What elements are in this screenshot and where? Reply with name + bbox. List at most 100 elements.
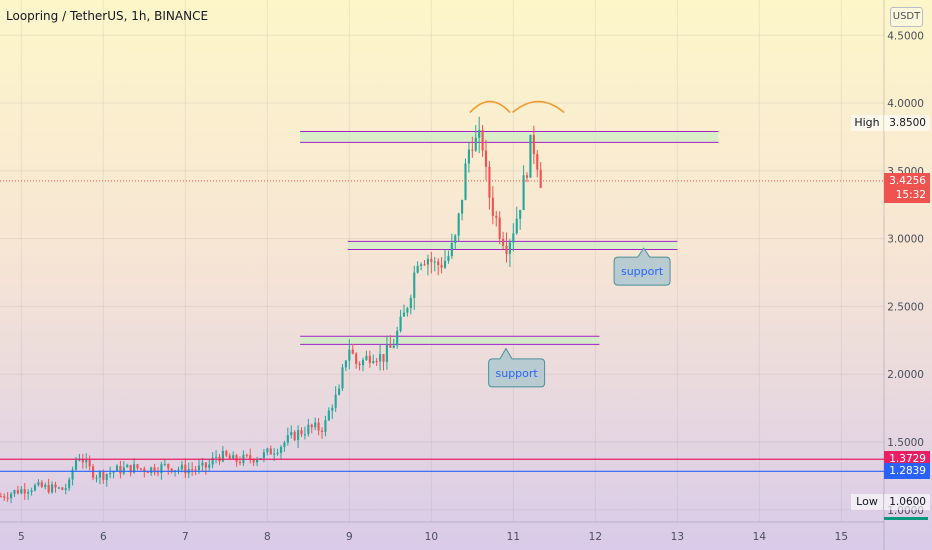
scroll-indicator[interactable] xyxy=(884,517,928,520)
candle-body xyxy=(238,461,242,464)
candle-body xyxy=(481,129,484,151)
candle-body xyxy=(420,264,423,266)
candle-body xyxy=(361,359,365,366)
candle-body xyxy=(502,238,505,246)
candle-body xyxy=(54,484,57,488)
candle-body xyxy=(177,469,180,471)
candle-body xyxy=(324,420,327,432)
candle-body xyxy=(351,349,354,354)
candle-body xyxy=(153,467,156,473)
time-tick-label: 8 xyxy=(264,531,271,543)
candle-body xyxy=(102,471,105,480)
candle-body xyxy=(269,448,272,455)
candle-body xyxy=(290,431,293,436)
candle-body xyxy=(437,261,440,266)
horizontal-lines[interactable] xyxy=(0,180,884,472)
candle-body xyxy=(297,430,300,441)
price-tick-label: 2.0000 xyxy=(887,369,924,381)
candle-body xyxy=(225,450,228,456)
candle-body xyxy=(40,482,43,487)
candle-body xyxy=(430,258,433,262)
candle-body xyxy=(109,472,112,475)
candle-body xyxy=(95,477,98,479)
candle-body xyxy=(85,460,88,463)
candle-body xyxy=(467,149,470,164)
candle-body xyxy=(92,466,95,478)
candle-body xyxy=(204,462,207,468)
candle-body xyxy=(478,129,481,138)
candle-body xyxy=(303,434,306,436)
candle-body xyxy=(146,471,149,474)
candle-body xyxy=(368,355,371,363)
candle-body xyxy=(365,355,368,360)
candle-body xyxy=(61,487,64,490)
candle-body xyxy=(191,469,194,471)
high-value-tag: 3.8500 xyxy=(884,115,930,132)
time-tick-label: 5 xyxy=(18,531,25,543)
candle-body xyxy=(522,175,525,210)
top-arc[interactable] xyxy=(512,100,565,114)
candlestick-series xyxy=(0,116,542,504)
price-line-tag: 1.3729 xyxy=(884,451,930,468)
candle-body xyxy=(98,471,101,478)
support-callout[interactable] xyxy=(488,347,546,388)
candle-body xyxy=(539,169,542,188)
candle-body xyxy=(495,215,498,218)
candle-body xyxy=(228,455,231,459)
candle-body xyxy=(78,459,81,461)
candle-body xyxy=(457,213,460,236)
currency-button[interactable]: USDT xyxy=(890,7,923,27)
candle-body xyxy=(525,175,529,178)
candle-body xyxy=(423,264,426,266)
candle-body xyxy=(454,235,457,243)
candle-body xyxy=(372,361,375,363)
candle-body xyxy=(150,467,153,474)
high-label: High xyxy=(851,115,883,132)
time-axis[interactable]: 5 6 7 8 9 10 11 12 13 14 15 xyxy=(0,517,928,543)
candle-body xyxy=(536,154,539,170)
candle-body xyxy=(382,354,385,362)
price-axis[interactable]: 1.00001.50002.00002.50003.00003.50004.00… xyxy=(883,0,932,550)
candle-countdown: 15:32 xyxy=(895,188,926,201)
candle-body xyxy=(498,217,501,239)
candle-body xyxy=(208,464,211,468)
zone-band[interactable] xyxy=(300,131,719,143)
double-top-arcs[interactable] xyxy=(469,100,565,114)
candle-body xyxy=(433,261,436,263)
candle-body xyxy=(23,489,26,494)
candle-body xyxy=(44,484,47,487)
top-arc[interactable] xyxy=(469,100,511,114)
time-tick-label: 15 xyxy=(835,531,848,543)
candle-body xyxy=(180,464,183,470)
support-callout[interactable] xyxy=(613,247,671,286)
drawing-zones[interactable] xyxy=(300,131,719,345)
price-tick-label: 1.5000 xyxy=(887,437,924,449)
zone-band[interactable] xyxy=(300,336,600,345)
candle-body xyxy=(256,459,259,463)
candle-body xyxy=(399,316,402,331)
time-tick-label: 9 xyxy=(346,531,353,543)
candle-body xyxy=(488,166,491,198)
time-tick-label: 10 xyxy=(425,531,438,543)
candle-body xyxy=(396,330,399,346)
candle-body xyxy=(143,468,146,472)
price-tick-label: 3.0000 xyxy=(887,234,924,246)
time-tick-label: 7 xyxy=(182,531,189,543)
candle-body xyxy=(68,479,71,489)
candle-body xyxy=(300,430,303,435)
candle-body xyxy=(416,265,419,273)
candle-body xyxy=(194,469,197,471)
candle-body xyxy=(51,484,54,493)
time-tick-label: 14 xyxy=(753,531,767,543)
chart-title: Loopring / TetherUS, 1h, BINANCE xyxy=(6,9,209,23)
candle-body xyxy=(461,199,464,214)
candle-body xyxy=(105,474,108,480)
support-callouts[interactable]: support support xyxy=(488,247,671,388)
zone-band[interactable] xyxy=(347,241,678,250)
candle-body xyxy=(392,345,395,348)
candle-body xyxy=(27,491,30,494)
candle-body xyxy=(413,272,416,298)
candle-body xyxy=(160,464,163,473)
